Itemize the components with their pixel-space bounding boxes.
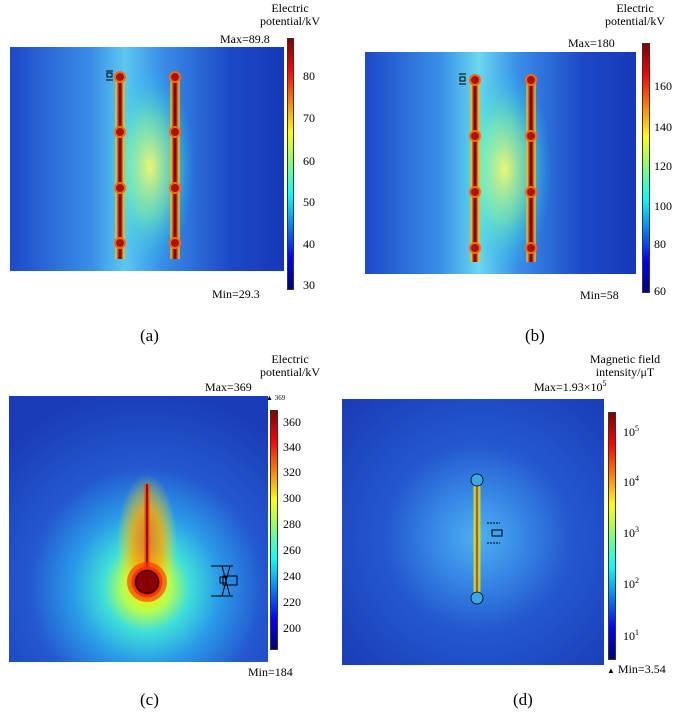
field-plot-a — [10, 47, 284, 271]
max-marker-c: ▲ 369 — [266, 394, 286, 402]
tick-label: 60 — [654, 284, 666, 298]
max-label-b: Max=180 — [568, 36, 615, 50]
panel-label-c: (c) — [140, 690, 159, 709]
tick-label: 104 — [623, 474, 639, 489]
potential-map-b — [365, 52, 636, 274]
field-plot-d — [342, 399, 604, 665]
colorbar-title-c: Electric potential/kV — [260, 352, 320, 379]
tick-label: 80 — [654, 237, 666, 251]
magnetic-map-d — [342, 399, 604, 665]
conductor-lines-b — [469, 74, 537, 262]
panel-label-b: (b) — [525, 326, 545, 345]
field-plot-c — [9, 396, 268, 662]
colorbar-title-d: Magnetic field intensity/μT — [589, 352, 661, 379]
conductor-top — [470, 473, 484, 487]
max-label-a: Max=89.8 — [220, 32, 270, 46]
tick-label: 220 — [283, 595, 301, 609]
tick-label: 160 — [654, 79, 672, 93]
panel-c: Electric potential/kV Max=369 ▲ 369 360 … — [0, 350, 340, 715]
tick-label: 300 — [283, 491, 301, 505]
min-label-c: Min=184 — [248, 665, 293, 679]
field-plot-b — [365, 52, 636, 274]
tick-label: 70 — [303, 111, 315, 125]
tick-label: 103 — [623, 525, 639, 540]
insulator-icon — [106, 70, 113, 81]
tick-label: 340 — [283, 440, 301, 454]
potential-map-a — [10, 47, 284, 271]
colorbar-title-b: Electric potential/kV — [605, 1, 665, 28]
tick-label: 80 — [303, 69, 315, 83]
conductor-bundle — [131, 566, 163, 598]
tick-label: 240 — [283, 569, 301, 583]
tick-label: 30 — [303, 278, 315, 292]
panel-label-d: (d) — [513, 690, 533, 709]
tick-label: 105 — [623, 424, 639, 439]
panel-b: Electric potential/kV Max=180 160 140 12… — [340, 0, 685, 350]
tick-label: 140 — [654, 120, 672, 134]
tick-label: 102 — [623, 576, 639, 591]
tick-label: 260 — [283, 543, 301, 557]
tick-label: 40 — [303, 237, 315, 251]
tick-label: 60 — [303, 154, 315, 168]
min-marker: ▲ — [607, 666, 615, 675]
min-label-d: ▲ Min=3.54 — [607, 662, 666, 676]
colorbar-a — [287, 38, 294, 290]
insulator-icon — [459, 73, 466, 85]
panel-label-a: (a) — [140, 326, 159, 345]
min-label-a: Min=29.3 — [212, 287, 260, 301]
tick-label: 100 — [654, 199, 672, 213]
max-label-d: Max=1.93×105 — [534, 379, 607, 394]
colorbar-title-a: Electric potential/kV — [260, 1, 320, 28]
conductor-bottom — [470, 591, 484, 605]
panel-d: Magnetic field intensity/μT Max=1.93×105… — [340, 350, 685, 715]
potential-map-c — [9, 396, 268, 662]
colorbar-d — [608, 412, 616, 660]
max-label-c: Max=369 — [205, 380, 252, 394]
panel-a: Electric potential/kV Max=89.8 80 70 60 … — [0, 0, 340, 350]
tick-label: 101 — [623, 628, 639, 643]
tick-label: 320 — [283, 465, 301, 479]
insulator-icon — [487, 522, 503, 544]
insulator-icon — [211, 565, 238, 597]
tick-label: 200 — [283, 621, 301, 635]
min-label-b: Min=58 — [580, 288, 619, 302]
colorbar-c — [270, 410, 278, 650]
tick-label: 120 — [654, 159, 672, 173]
tick-label: 50 — [303, 195, 315, 209]
tick-label: 280 — [283, 517, 301, 531]
tick-label: 360 — [283, 415, 301, 429]
conductor-lines-a — [114, 71, 181, 259]
colorbar-b — [642, 43, 650, 293]
